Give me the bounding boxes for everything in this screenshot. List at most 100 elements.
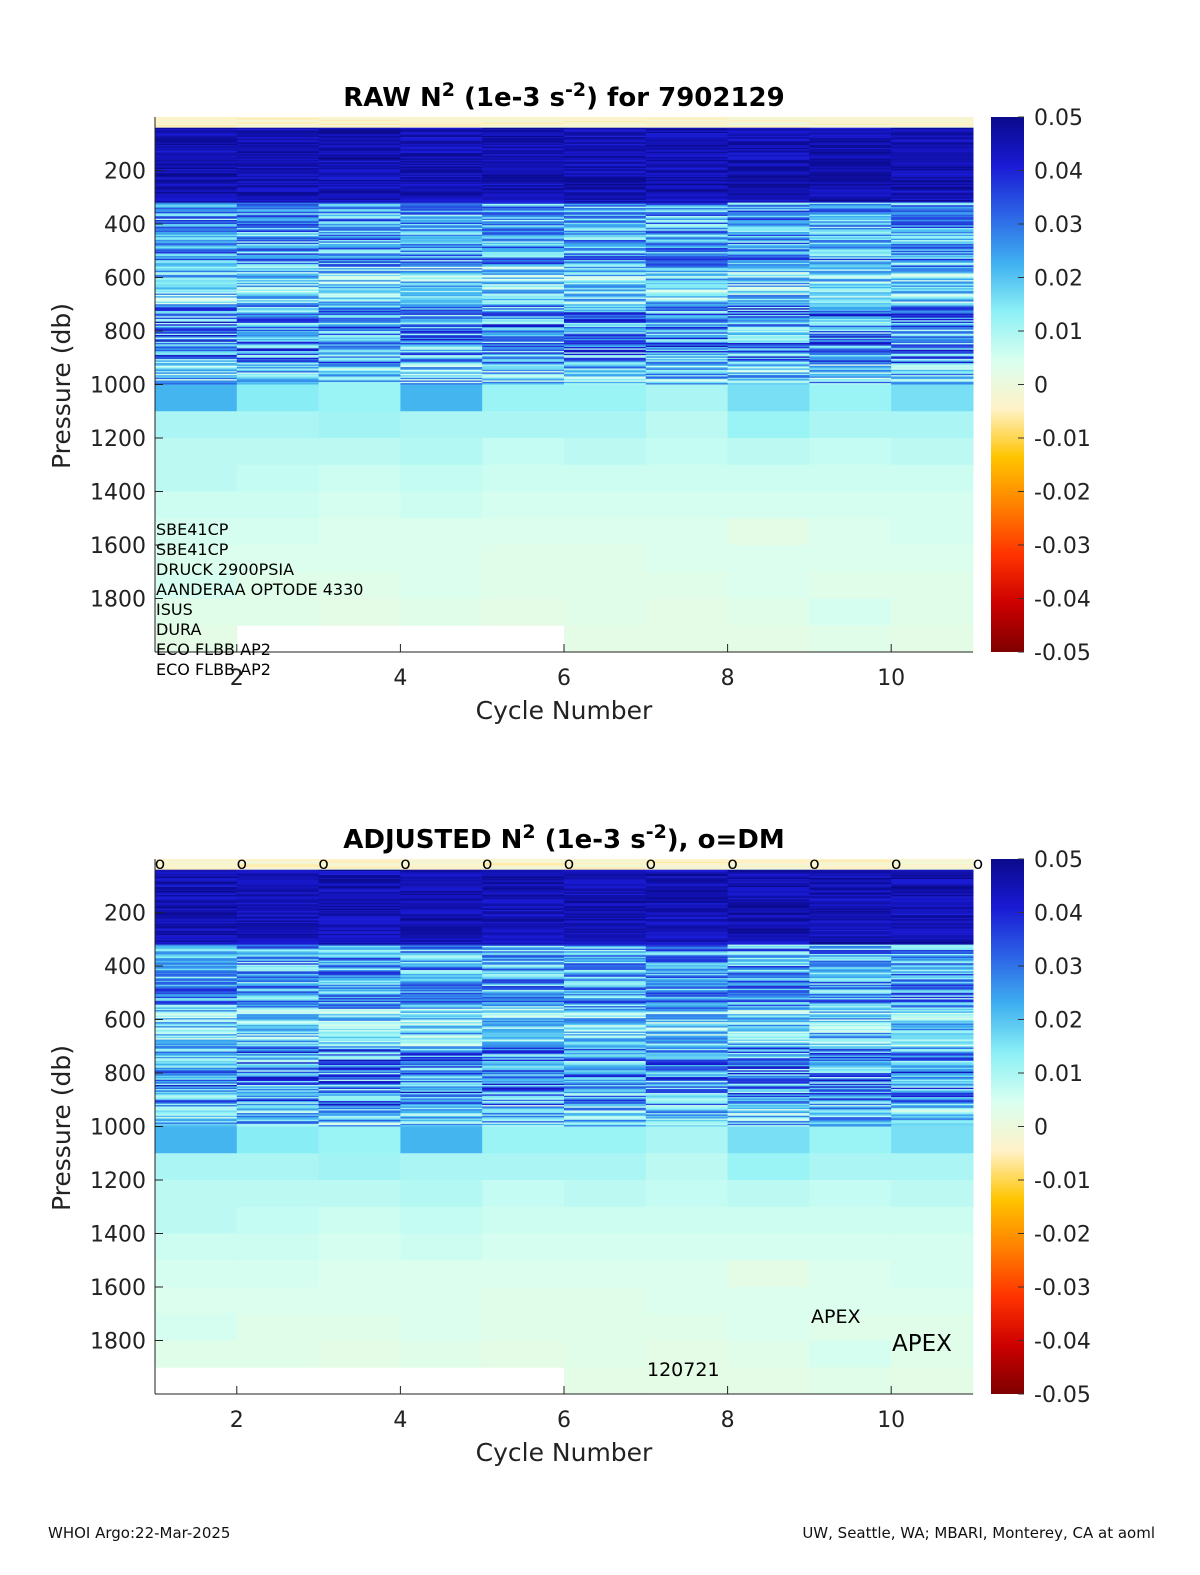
heat-cell <box>809 121 892 123</box>
heat-cell <box>400 210 483 213</box>
heat-cell <box>727 966 810 968</box>
heat-cell <box>891 153 974 155</box>
heat-cell <box>564 937 647 940</box>
heat-cell <box>155 210 238 213</box>
heat-cell <box>236 328 320 331</box>
heat-cell <box>564 265 647 268</box>
heat-cell <box>155 598 238 626</box>
heat-cell <box>482 941 565 944</box>
heat-cell <box>645 198 729 201</box>
heat-cell <box>891 318 974 321</box>
heat-cell <box>727 157 810 159</box>
heat-cell <box>236 940 320 943</box>
heat-cell <box>645 286 729 289</box>
heat-cell <box>318 955 401 958</box>
heat-cell <box>400 364 483 367</box>
heat-cell <box>809 142 892 145</box>
heat-cell <box>727 927 810 929</box>
heat-cell <box>482 368 565 371</box>
heat-cell <box>236 986 320 988</box>
heat-cell <box>400 1031 483 1034</box>
heat-cell <box>236 1039 320 1042</box>
heat-cell <box>155 1063 238 1066</box>
heat-cell <box>564 863 647 865</box>
heat-cell <box>891 162 974 165</box>
heat-cell <box>318 332 401 335</box>
heat-cell <box>564 294 647 297</box>
heat-cell <box>727 999 810 1002</box>
heat-cell <box>155 241 238 244</box>
heat-cell <box>645 137 729 139</box>
heat-cell <box>809 317 892 320</box>
heat-cell <box>645 147 729 150</box>
heat-cell <box>891 1054 974 1057</box>
heat-cell <box>891 237 974 240</box>
heat-cell <box>809 625 892 653</box>
heat-cell <box>727 270 810 273</box>
heat-cell <box>891 137 974 139</box>
heat-cell <box>155 895 238 897</box>
heat-cell <box>564 859 647 861</box>
heat-cell <box>564 356 647 359</box>
heat-cell <box>400 261 483 264</box>
heat-cell <box>727 970 810 972</box>
heat-cell <box>400 991 483 994</box>
heat-cell <box>891 897 974 900</box>
heat-cell <box>318 1075 401 1078</box>
heat-cell <box>400 893 483 896</box>
heat-cell <box>318 250 401 253</box>
heat-cell <box>891 182 974 185</box>
heat-cell <box>236 1085 320 1087</box>
heat-cell <box>482 867 565 869</box>
heat-cell <box>482 344 565 347</box>
heat-cell <box>727 899 810 901</box>
heat-cell <box>318 879 401 881</box>
heat-cell <box>727 1340 810 1368</box>
heat-cell <box>155 234 238 237</box>
heat-cell <box>809 987 892 990</box>
heat-cell <box>155 968 238 971</box>
heat-cell <box>809 932 892 935</box>
heat-cell <box>645 145 729 147</box>
heat-cell <box>236 150 320 153</box>
heat-cell <box>155 925 238 928</box>
heat-cell <box>809 169 892 171</box>
heat-cell <box>645 1206 729 1234</box>
heat-cell <box>400 884 483 887</box>
heat-cell <box>155 174 238 177</box>
heat-cell <box>564 261 647 264</box>
heat-cell <box>891 900 974 903</box>
heat-cell <box>155 935 238 937</box>
heat-cell <box>482 1091 565 1094</box>
heat-cell <box>400 1103 483 1106</box>
heat-cell <box>318 1109 401 1111</box>
heat-cell <box>155 154 238 157</box>
heat-cell <box>482 863 565 865</box>
heat-cell <box>318 1097 401 1099</box>
heat-cell <box>318 333 401 336</box>
heat-cell <box>400 1067 483 1070</box>
heat-cell <box>809 252 892 254</box>
heat-cell <box>727 1030 810 1032</box>
heat-cell <box>809 1097 892 1099</box>
heat-cell <box>318 170 401 173</box>
heat-cell <box>564 206 647 209</box>
heat-cell <box>155 133 238 135</box>
heat-cell <box>482 491 565 519</box>
heat-cell <box>645 955 729 958</box>
heat-cell <box>645 272 729 274</box>
heat-cell <box>155 994 238 996</box>
heat-cell <box>400 1004 483 1007</box>
heat-cell <box>645 903 729 905</box>
heat-cell <box>727 154 810 157</box>
heat-cell <box>564 920 647 923</box>
heat-cell <box>891 464 974 492</box>
heat-cell <box>155 885 238 888</box>
heat-cell <box>318 127 401 130</box>
heat-cell <box>155 139 238 142</box>
heat-cell <box>809 147 892 150</box>
heat-cell <box>155 881 238 884</box>
heat-cell <box>482 859 565 861</box>
heat-cell <box>482 269 565 272</box>
heat-cell <box>482 933 565 936</box>
